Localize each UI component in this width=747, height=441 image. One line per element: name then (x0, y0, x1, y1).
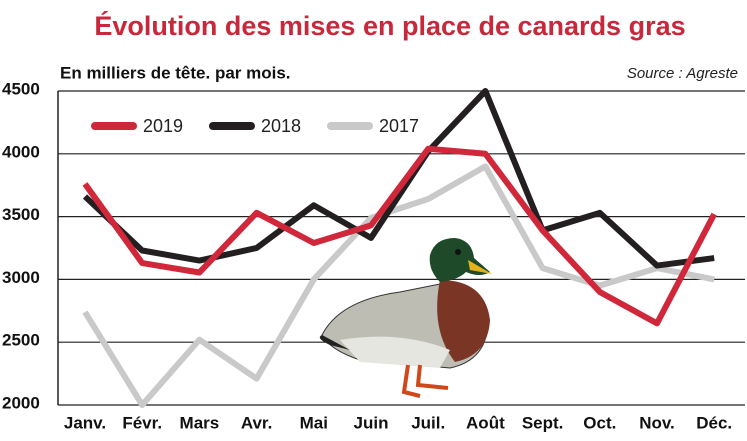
subtitle: En milliers de tête. par mois. (60, 63, 291, 82)
x-tick-label: Avr. (241, 413, 273, 432)
source: Source : Agreste (627, 65, 738, 82)
series-line (82, 88, 715, 269)
x-tick-label: Janv. (64, 413, 106, 432)
x-tick-label: Févr. (122, 413, 162, 432)
y-tick-label: 2500 (2, 331, 40, 350)
x-tick-label: Oct. (583, 413, 616, 432)
duck (319, 238, 492, 398)
legend-label: 2018 (261, 116, 301, 136)
chart-title: Évolution des mises en place de canards … (94, 10, 685, 41)
x-tick-label: Juil. (411, 413, 445, 432)
y-tick-label: 3000 (2, 268, 40, 287)
x-tick-label: Nov. (639, 413, 675, 432)
series-line (82, 145, 717, 327)
y-tick-label: 3500 (2, 205, 40, 224)
x-tick-label: Mars (180, 413, 220, 432)
y-tick-label: 4500 (2, 79, 40, 98)
legend: 2019 2018 2017 (91, 116, 419, 136)
lines (82, 88, 717, 408)
y-tick-label: 4000 (2, 142, 40, 161)
x-tick-label: Août (466, 413, 505, 432)
x-tick-label: Juin (354, 413, 389, 432)
x-tick-label: Déc. (696, 413, 732, 432)
y-tick-label: 2000 (2, 393, 40, 412)
grid: 2000 2500 3000 3500 4000 4500 Janv. Févr. Mars Av… (2, 79, 745, 432)
x-tick-label: Mai (300, 413, 328, 432)
x-tick-label: Sept. (522, 413, 564, 432)
legend-label: 2019 (143, 116, 183, 136)
series-line (82, 163, 715, 408)
legend-label: 2017 (379, 116, 419, 136)
